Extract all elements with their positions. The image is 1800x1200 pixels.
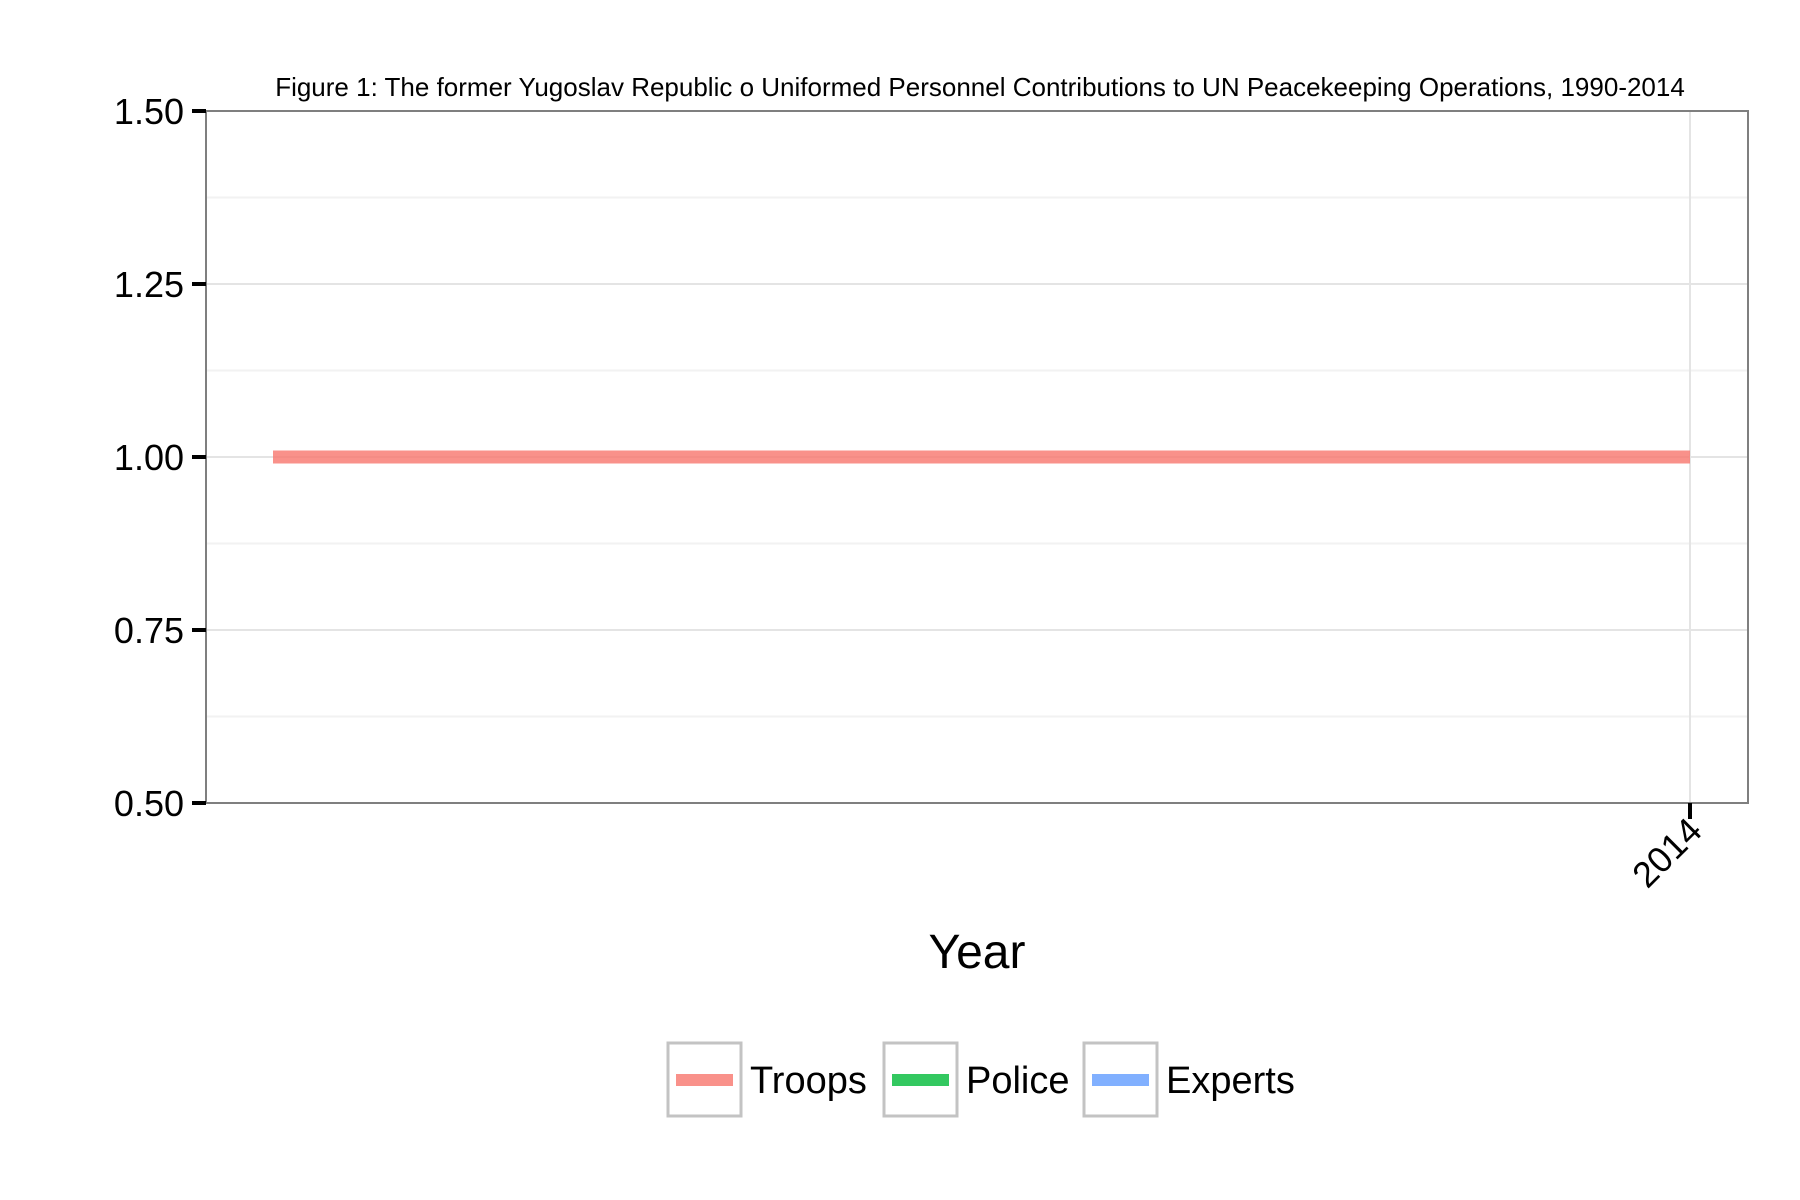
x-axis: 2014 <box>1624 803 1710 895</box>
legend-item-troops: Troops <box>666 1041 867 1118</box>
legend-label: Police <box>966 1060 1070 1102</box>
y-tick-label: 1.25 <box>114 264 184 305</box>
legend-item-experts: Experts <box>1082 1041 1295 1118</box>
legend-item-police: Police <box>882 1041 1070 1118</box>
chart-title: Figure 1: The former Yugoslav Republic o… <box>275 72 1685 102</box>
x-tick-label: 2014 <box>1624 810 1710 896</box>
legend-label: Experts <box>1166 1060 1295 1102</box>
x-axis-title: Year <box>929 926 1026 979</box>
plot-area <box>205 110 1749 804</box>
y-tick-label: 0.50 <box>114 783 184 824</box>
y-tick-label: 1.00 <box>114 437 184 478</box>
y-tick-label: 0.75 <box>114 610 184 651</box>
legend: Troops Police Experts <box>666 1041 1295 1118</box>
y-axis: 0.50 0.75 1.00 1.25 1.50 <box>114 91 206 824</box>
minor-grid <box>206 196 1748 718</box>
y-tick-label: 1.50 <box>114 91 184 132</box>
legend-label: Troops <box>750 1060 867 1102</box>
